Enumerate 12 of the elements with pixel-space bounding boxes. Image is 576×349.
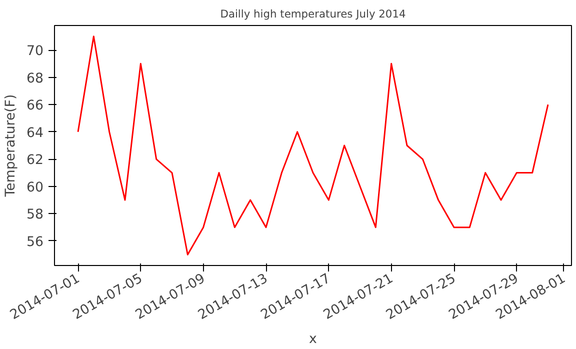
y-tick-label: 68 [26, 71, 44, 86]
y-axis-title: Temperature(F) [4, 94, 19, 198]
y-tick-label: 58 [26, 208, 44, 223]
chart-title: Dailly high temperatures July 2014 [220, 8, 406, 20]
x-axis-title: x [309, 332, 318, 347]
y-tick-label: 60 [26, 180, 44, 196]
y-tick-label: 70 [26, 44, 44, 60]
y-tick-label: 66 [26, 98, 44, 114]
y-tick-label: 56 [26, 234, 44, 250]
y-tick-label: 64 [26, 126, 44, 141]
line-series [77, 36, 549, 256]
y-tick-label: 62 [26, 153, 44, 168]
